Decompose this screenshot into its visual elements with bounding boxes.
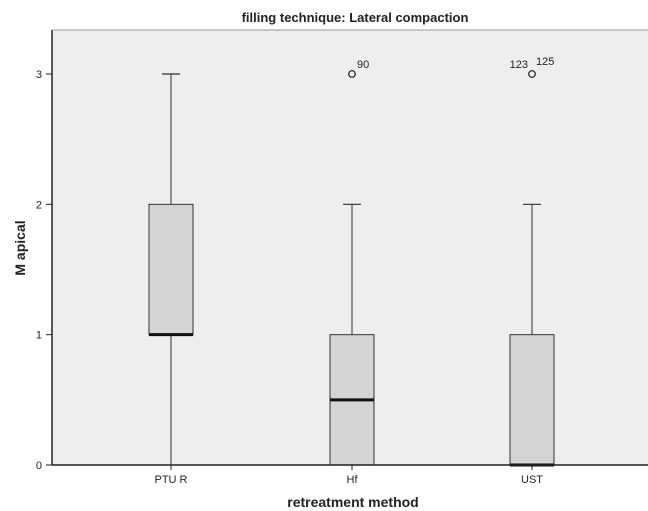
x-tick-label: UST: [521, 474, 543, 486]
y-tick-label: 0: [36, 460, 42, 472]
x-axis-label: retreatment method: [287, 494, 418, 510]
y-tick-label: 2: [36, 199, 42, 211]
outlier-label: 125: [536, 56, 554, 68]
outlier-point: [528, 70, 536, 78]
x-axis: PTU R Hf UST: [155, 465, 543, 486]
outlier-point: [348, 70, 356, 78]
x-tick-label: PTU R: [155, 474, 188, 486]
y-axis: 0 1 2 3: [36, 69, 52, 472]
outlier-label: 90: [357, 59, 369, 71]
outlier-label: 123: [510, 59, 528, 71]
box-iqr: [148, 203, 194, 336]
y-axis-label: M apical: [12, 220, 28, 275]
box-iqr: [509, 334, 555, 466]
y-tick-label: 1: [36, 330, 42, 342]
box-ptu-r: [148, 73, 194, 465]
x-tick-label: Hf: [347, 474, 359, 486]
y-tick-label: 3: [36, 69, 42, 81]
chart-title: filling technique: Lateral compaction: [242, 10, 469, 25]
box-series: 90 123 125: [148, 56, 555, 467]
box-ust: 123 125: [509, 56, 555, 467]
